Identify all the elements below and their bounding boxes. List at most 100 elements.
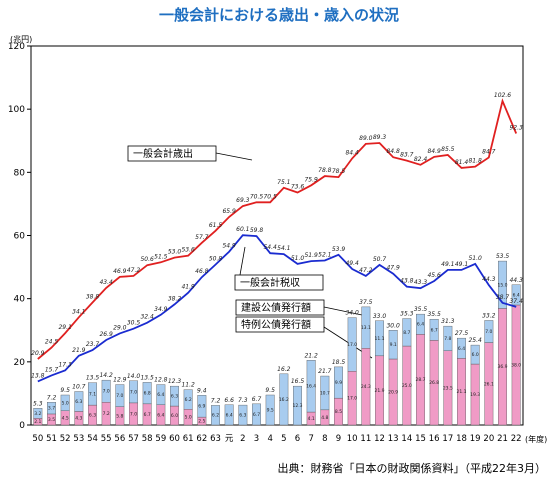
series-expend-line-point-label: 75.1 bbox=[277, 179, 290, 186]
bar-special-label: 28.7 bbox=[415, 377, 425, 383]
bar-construction-label: 6.9 bbox=[198, 404, 205, 410]
bar-special-label: 6.0 bbox=[171, 413, 178, 419]
x-tick-label: 8 bbox=[322, 434, 327, 444]
bar-total-label: 53.5 bbox=[496, 253, 510, 260]
series-expend-line-point-label: 51.5 bbox=[154, 253, 168, 260]
x-tick-label: 11 bbox=[360, 434, 371, 444]
bar-special-label: 2.1 bbox=[34, 419, 41, 425]
bar-construction-label: 9.9 bbox=[335, 380, 342, 386]
bar-total-label: 34.0 bbox=[345, 310, 359, 317]
series-expend-line-point-label: 43.4 bbox=[99, 279, 113, 286]
bar-total-label: 9.5 bbox=[60, 387, 70, 394]
series-expend-line-point-label: 84.9 bbox=[427, 148, 441, 155]
bar-construction-label: 9.1 bbox=[390, 342, 397, 348]
bar-construction-label: 7.1 bbox=[89, 391, 96, 397]
series-expend-line-point-label: 89.3 bbox=[373, 134, 387, 141]
bar-total-label: 33.0 bbox=[373, 313, 387, 320]
bar-total-label: 21.2 bbox=[304, 352, 318, 359]
bar-special-label: 25.0 bbox=[402, 383, 412, 389]
x-tick-label: 6 bbox=[295, 434, 300, 444]
x-tick-label: 13 bbox=[388, 434, 399, 444]
bar-special-label: 21.1 bbox=[456, 389, 466, 395]
series-expend-line-point-label: 65.9 bbox=[222, 208, 236, 215]
bar-total-label: 11.2 bbox=[181, 382, 195, 389]
series-tax-line-point-label: 53.9 bbox=[332, 246, 346, 253]
series-tax-line-point-label: 37.4 bbox=[509, 298, 523, 305]
x-tick-label: 59 bbox=[155, 434, 166, 444]
series-expend-line-point-label: 84.8 bbox=[386, 148, 400, 155]
series-expend-line-point-label: 34.1 bbox=[72, 308, 85, 315]
bar-construction bbox=[238, 404, 248, 426]
annotation-construction-box bbox=[235, 299, 325, 316]
bar-construction bbox=[279, 373, 289, 426]
x-tick-label: 61 bbox=[183, 434, 194, 444]
bar-construction-label: 6.3 bbox=[75, 399, 82, 405]
y-axis-unit: (兆円) bbox=[10, 34, 32, 44]
series-expend-line-point-label: 84.7 bbox=[482, 148, 496, 155]
series-tax-line-point-label: 50.7 bbox=[373, 256, 387, 263]
x-tick-label: 18 bbox=[456, 434, 467, 444]
series-tax-line-point-label: 46.8 bbox=[195, 268, 209, 275]
bar-total-label: 37.5 bbox=[359, 299, 373, 306]
series-tax-line-point-label: 43.3 bbox=[414, 279, 428, 286]
bar-construction bbox=[402, 318, 412, 347]
bar-special-label: 6.3 bbox=[89, 413, 96, 419]
bar-special-label: 38.0 bbox=[511, 362, 521, 368]
series-tax-line-point-label: 59.8 bbox=[250, 227, 264, 234]
bar-construction bbox=[88, 382, 97, 406]
bar-construction bbox=[416, 313, 425, 335]
bar-total-label: 14.0 bbox=[127, 373, 141, 380]
bar-construction bbox=[388, 330, 398, 360]
bar-construction bbox=[347, 317, 357, 372]
bar-construction bbox=[470, 344, 480, 365]
bar-construction-label: 7.0 bbox=[116, 393, 123, 399]
x-tick-label: 56 bbox=[114, 434, 125, 444]
series-tax-line-point-label: 49.4 bbox=[345, 260, 359, 267]
series-expend-line-point-label: 70.5 bbox=[263, 193, 277, 200]
y-tick-label: 0 bbox=[19, 421, 25, 431]
bar-construction-label: 7.0 bbox=[103, 389, 110, 395]
series-expend-line-point-label: 50.6 bbox=[140, 256, 154, 263]
bar-special-label: 4.8 bbox=[321, 415, 328, 421]
y-tick-label: 100 bbox=[8, 105, 25, 115]
series-expend-line-point-label: 38.8 bbox=[86, 293, 100, 300]
bar-construction bbox=[115, 384, 125, 407]
bar-special-label: 7.0 bbox=[130, 411, 137, 417]
series-expend-line bbox=[37, 98, 518, 360]
x-tick-label: 14 bbox=[401, 434, 412, 444]
bar-construction-label: 6.4 bbox=[226, 412, 233, 418]
series-tax-line-point-label: 43.8 bbox=[400, 278, 414, 285]
series-expend-line-point-label: 81.8 bbox=[468, 158, 482, 165]
x-tick-label: 10 bbox=[347, 434, 358, 444]
bar-special-label: 8.5 bbox=[335, 409, 342, 415]
series-tax-line-point-label: 47.2 bbox=[359, 267, 373, 274]
series-tax-line-point-label: 38.2 bbox=[168, 295, 182, 302]
series-expend-line-point-label: 84.4 bbox=[345, 149, 359, 156]
series-expend-line-point-label: 102.6 bbox=[494, 92, 511, 99]
bar-total-label: 9.5 bbox=[265, 387, 275, 394]
bar-construction-label: 17.0 bbox=[347, 342, 357, 348]
series-tax-line-point-label: 30.5 bbox=[127, 320, 141, 327]
bar-special-label: 20.9 bbox=[388, 389, 398, 395]
bar-construction-label: 6.4 bbox=[157, 392, 164, 398]
bar-total-label: 5.3 bbox=[33, 400, 43, 407]
x-tick-label: 52 bbox=[60, 434, 71, 444]
bar-construction-label: 6.3 bbox=[171, 394, 178, 400]
bar-special-label: 4.5 bbox=[62, 415, 69, 421]
x-tick-label: 15 bbox=[415, 434, 426, 444]
bar-total-label: 31.3 bbox=[441, 318, 455, 325]
annotation-construction: 建設公債発行額 bbox=[241, 301, 311, 314]
bar-construction bbox=[334, 366, 343, 399]
x-tick-label: 58 bbox=[142, 434, 153, 444]
series-tax-line-point-label: 44.3 bbox=[482, 276, 496, 283]
series-expend-line-point-label: 85.5 bbox=[441, 146, 455, 153]
bar-construction-label: 11.1 bbox=[374, 336, 384, 342]
series-tax-line-point-label: 34.9 bbox=[154, 306, 168, 313]
x-tick-label: 16 bbox=[429, 434, 440, 444]
series-expend-line-point-label: 46.9 bbox=[113, 268, 127, 275]
bar-total-label: 12.3 bbox=[168, 378, 182, 385]
bar-total-label: 14.2 bbox=[99, 372, 113, 379]
bar-construction bbox=[197, 395, 207, 418]
bar-construction bbox=[183, 389, 193, 410]
bar-group bbox=[33, 260, 521, 426]
